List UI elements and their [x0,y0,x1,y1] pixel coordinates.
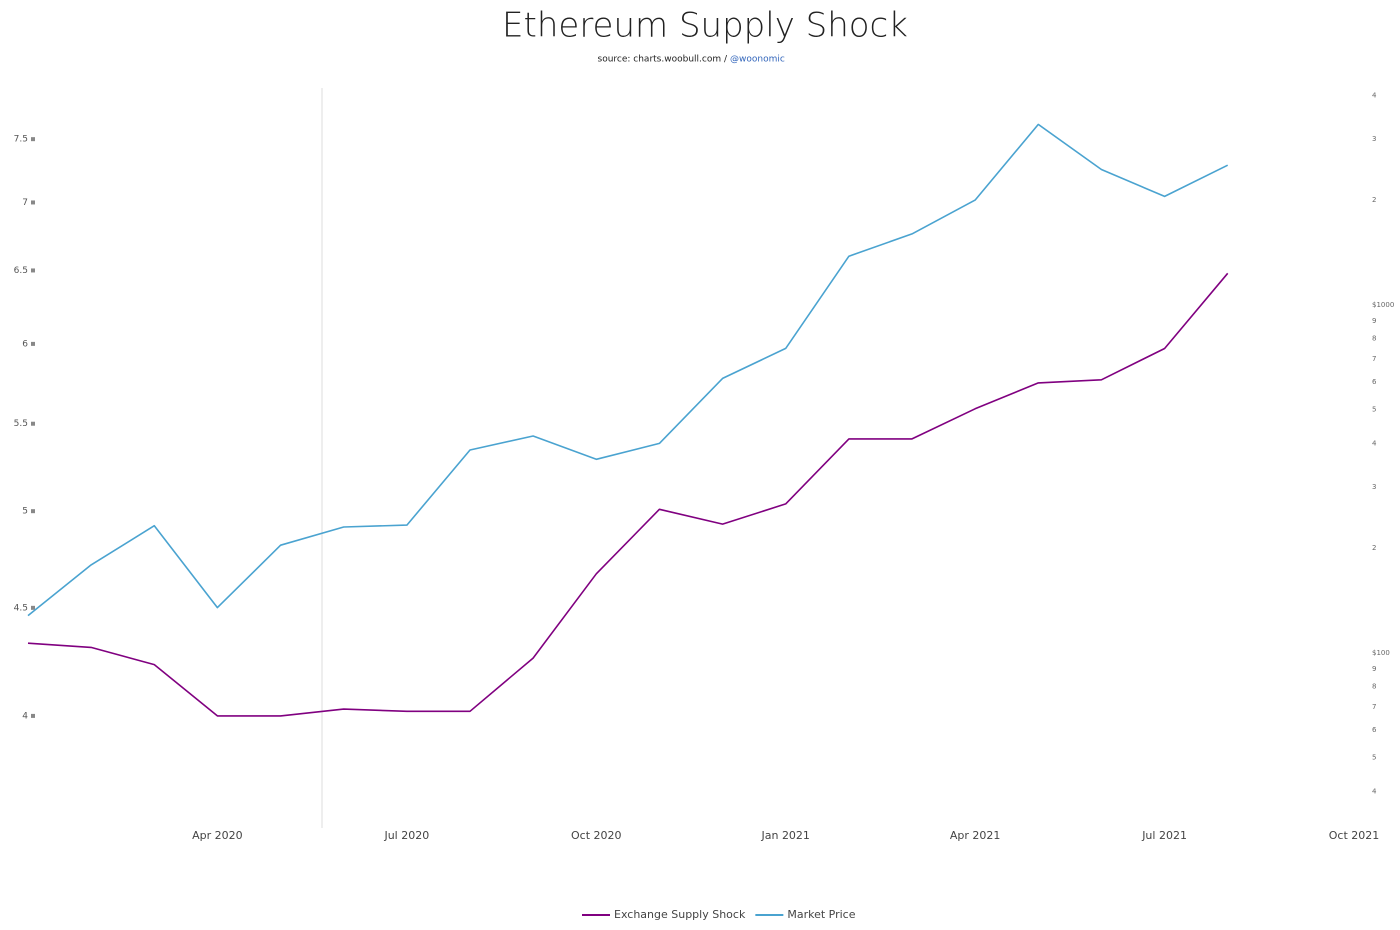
x-tick-label: Apr 2020 [192,829,243,842]
y-tick-label: 4.5 [14,603,28,613]
x-tick-label: Oct 2020 [571,829,622,842]
subtitle-link[interactable]: @woonomic [730,55,785,65]
y2-tick-label: $1000 [1372,301,1394,309]
y2-tick-label: 4 [1372,787,1377,795]
y-tick-label: 6.5 [14,266,28,276]
y2-tick-label: 2 [1372,196,1376,204]
y2-tick-label: 3 [1372,483,1376,491]
y2-tick-label: 5 [1372,406,1376,414]
y-tick-label: 4 [22,711,28,721]
y2-tick-label: 4 [1372,439,1377,447]
y2-tick-label: 9 [1372,317,1376,325]
y2-tick-label: 3 [1372,135,1376,143]
y2-tick-label: 2 [1372,544,1376,552]
series-line [27,123,1229,617]
y2-tick-label: 8 [1372,683,1376,691]
y-tick-mark [31,421,35,426]
x-tick-label: Jan 2021 [760,829,809,842]
legend-label: Exchange Supply Shock [614,908,746,921]
x-tick-label: Oct 2021 [1329,829,1380,842]
series-line [27,272,1229,717]
y-tick-label: 5.5 [14,419,28,429]
y-tick-mark [31,268,35,273]
y-tick-label: 7 [22,198,28,208]
y2-tick-label: 9 [1372,665,1376,673]
y-tick-mark [31,137,35,142]
subtitle: source: charts.woobull.com / [598,55,728,65]
y-tick-mark [31,509,35,514]
y2-tick-label: 6 [1372,378,1377,386]
y-tick-mark [31,605,35,610]
y-tick-mark [31,713,35,718]
y-tick-label: 6 [22,339,28,349]
x-tick-label: Jul 2020 [383,829,429,842]
y-tick-label: 7.5 [14,135,28,145]
x-tick-label: Apr 2021 [950,829,1001,842]
y2-tick-label: 7 [1372,355,1376,363]
y2-tick-label: 4 [1372,91,1377,99]
legend-label: Market Price [787,908,855,921]
x-tick-label: Jul 2021 [1141,829,1187,842]
chart-title: Ethereum Supply Shock [502,6,908,46]
y2-tick-label: 6 [1372,726,1377,734]
y-tick-mark [31,341,35,346]
y2-tick-label: 5 [1372,754,1376,762]
y2-tick-label: 8 [1372,335,1376,343]
y-tick-label: 5 [22,507,28,517]
y2-tick-label: 7 [1372,703,1376,711]
y2-tick-label: $100 [1372,649,1390,657]
y-tick-mark [31,200,35,205]
